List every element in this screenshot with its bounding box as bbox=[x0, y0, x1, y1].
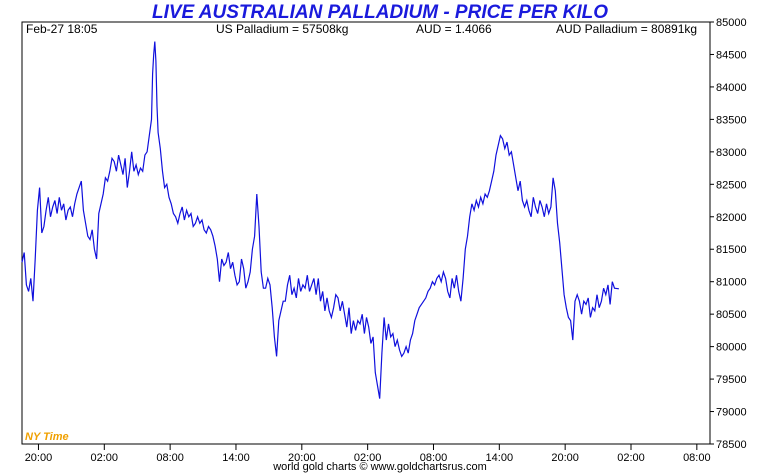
y-tick-label: 79500 bbox=[716, 374, 747, 386]
x-tick-label: 20:00 bbox=[288, 452, 316, 464]
datetime-label: Feb-27 18:05 bbox=[26, 22, 98, 36]
x-tick-label: 14:00 bbox=[222, 452, 250, 464]
x-tick-label: 08:00 bbox=[156, 452, 184, 464]
x-tick-label: 20:00 bbox=[25, 452, 53, 464]
y-tick-label: 80500 bbox=[716, 309, 747, 321]
y-tick-label: 78500 bbox=[716, 439, 747, 451]
y-tick-label: 83500 bbox=[716, 114, 747, 126]
x-tick-label: 02:00 bbox=[91, 452, 119, 464]
y-tick-label: 82500 bbox=[716, 179, 747, 191]
x-tick-label: 20:00 bbox=[551, 452, 579, 464]
x-tick-label: 02:00 bbox=[354, 452, 382, 464]
y-tick-label: 81500 bbox=[716, 244, 747, 256]
chart-title: LIVE AUSTRALIAN PALLADIUM - PRICE PER KI… bbox=[152, 2, 608, 23]
x-tick-label: 14:00 bbox=[486, 452, 514, 464]
y-tick-label: 81000 bbox=[716, 277, 747, 289]
aud-rate: AUD = 1.4066 bbox=[416, 22, 492, 36]
plot-area bbox=[21, 21, 711, 445]
timezone-label: NY Time bbox=[25, 431, 69, 443]
y-tick-label: 85000 bbox=[716, 17, 747, 29]
y-axis: 78500 79000 79500 80000 80500 81000 81500 82000… bbox=[710, 17, 747, 451]
x-tick-label: 08:00 bbox=[683, 452, 711, 464]
x-axis: 20:00 02:00 08:00 14:00 20:00 02:00 08:00 14:00… bbox=[25, 444, 711, 464]
y-tick-label: 79000 bbox=[716, 407, 747, 419]
x-tick-label: 02:00 bbox=[617, 452, 645, 464]
price-series-line bbox=[21, 41, 619, 399]
footer-credit: world gold charts © www.goldchartsrus.co… bbox=[273, 461, 487, 473]
y-tick-label: 82000 bbox=[716, 212, 747, 224]
aud-palladium-price: AUD Palladium = 80891kg bbox=[556, 22, 698, 36]
x-tick-label: 08:00 bbox=[420, 452, 448, 464]
y-tick-label: 83000 bbox=[716, 147, 747, 159]
us-palladium-price: US Palladium = 57508kg bbox=[216, 22, 349, 36]
y-tick-label: 80000 bbox=[716, 342, 747, 354]
y-tick-label: 84500 bbox=[716, 49, 747, 61]
y-tick-label: 84000 bbox=[716, 82, 747, 94]
